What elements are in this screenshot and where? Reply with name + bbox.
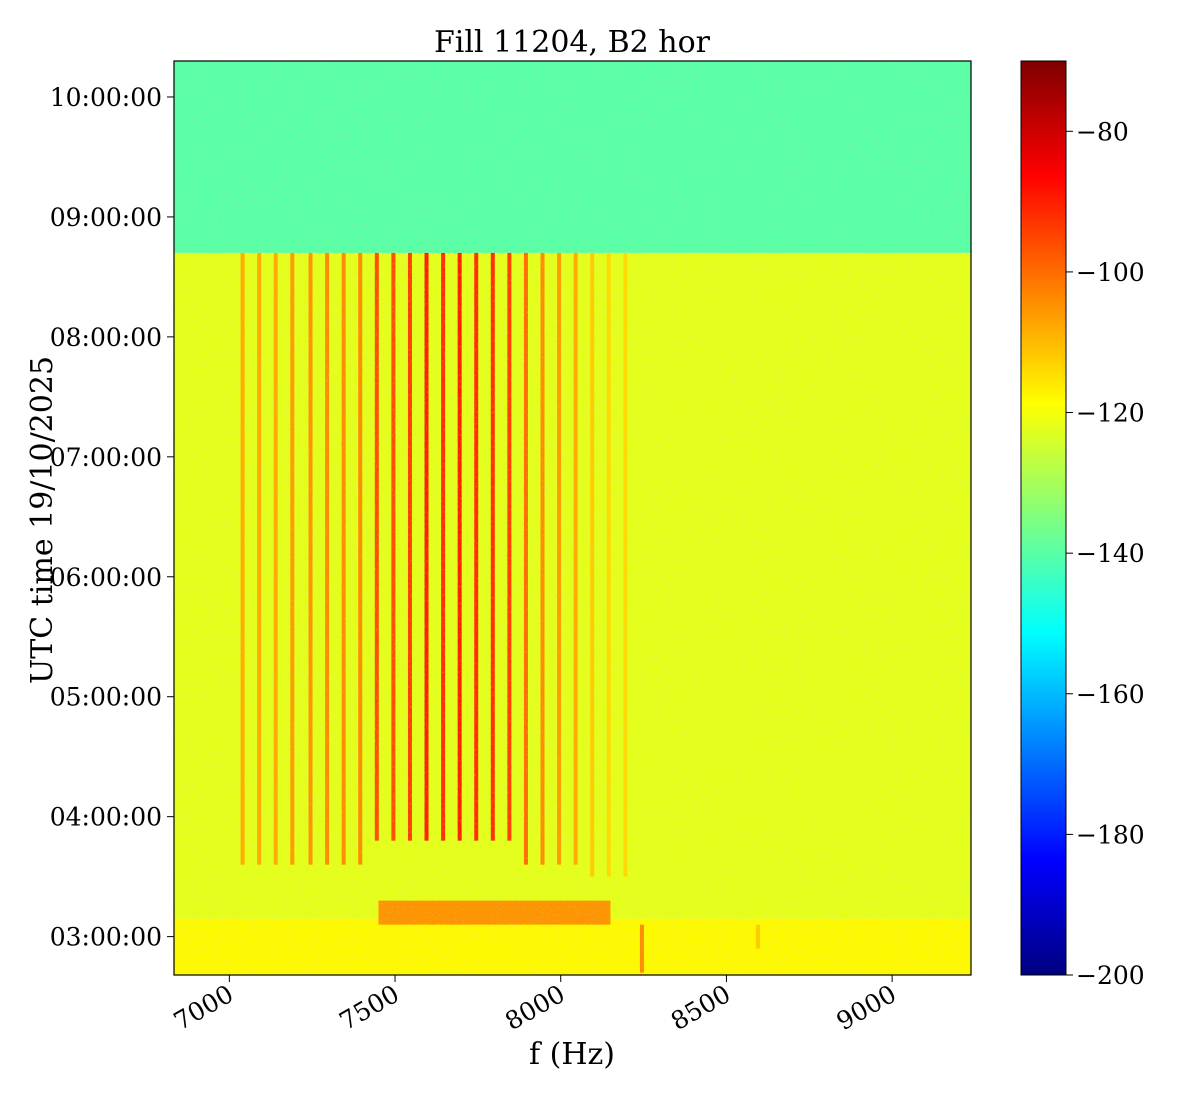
y-axis-label: UTC time 19/10/2025 (25, 356, 60, 684)
spectral-line (325, 252, 330, 865)
x-axis-label: f (Hz) (529, 1037, 615, 1072)
spectral-line (441, 252, 446, 841)
spectral-line (424, 252, 429, 841)
colorbar-tick-label: −160 (1076, 680, 1145, 709)
spectral-line (573, 252, 578, 865)
spectral-line (358, 252, 363, 865)
spectral-line (407, 252, 412, 841)
spectral-line (623, 252, 628, 877)
spectral-line (240, 252, 245, 865)
spectral-line (755, 924, 760, 949)
spectral-line (474, 252, 479, 841)
x-tick-label: 8000 (500, 979, 570, 1036)
colorbar-tick-label: −120 (1076, 399, 1145, 428)
spectral-line (257, 252, 262, 865)
spectral-line (606, 252, 611, 877)
x-tick-label: 9000 (832, 979, 902, 1036)
spectral-line (308, 252, 313, 865)
spectral-line (557, 252, 562, 865)
x-tick-label: 7500 (334, 979, 404, 1036)
plot-area (173, 60, 972, 976)
colorbar-tick-label: −200 (1076, 961, 1145, 990)
spectral-line (290, 252, 295, 865)
spectrogram-region (174, 61, 971, 253)
colorbar-tick-label: −80 (1076, 117, 1129, 146)
spectral-line (507, 252, 512, 841)
chart-title: Fill 11204, B2 hor (434, 25, 711, 60)
plot-frame (173, 60, 972, 976)
y-tick-label: 10:00:00 (50, 83, 162, 112)
spectral-line (540, 252, 545, 865)
spectral-line (374, 252, 379, 841)
colorbar-tick-label: −140 (1076, 539, 1145, 568)
colorbar-tick-label: −100 (1076, 258, 1145, 287)
colorbar-ticks: −80 −100 −120 −140 −160 −180 −200 (1066, 117, 1145, 990)
y-tick-label: 07:00:00 (50, 443, 162, 472)
colorbar-tick-label: −180 (1076, 820, 1145, 849)
spectrogram-region (174, 918, 971, 975)
spectral-line (490, 252, 495, 841)
spectral-line (639, 924, 644, 973)
x-tick-label: 8500 (666, 979, 736, 1036)
y-tick-label: 04:00:00 (50, 803, 162, 832)
colorbar-gradient (1020, 60, 1067, 976)
y-tick-label: 09:00:00 (50, 203, 162, 232)
colorbar: −80 −100 −120 −140 −160 −180 −200 (1020, 60, 1145, 990)
y-axis-ticks: 03:00:00 04:00:00 05:00:00 06:00:00 07:00:00… (50, 83, 174, 952)
spectral-line (523, 252, 528, 865)
spectrogram-region (378, 900, 611, 925)
spectral-line (457, 252, 462, 841)
spectral-line (341, 252, 346, 865)
x-tick-label: 7000 (169, 979, 239, 1036)
spectral-line (590, 252, 595, 877)
x-axis-ticks: 7000 7500 8000 8500 9000 (169, 975, 901, 1036)
y-tick-label: 08:00:00 (50, 323, 162, 352)
spectral-line (391, 252, 396, 841)
spectral-line (273, 252, 278, 865)
y-tick-label: 06:00:00 (50, 563, 162, 592)
y-tick-label: 05:00:00 (50, 683, 162, 712)
y-tick-label: 03:00:00 (50, 923, 162, 952)
